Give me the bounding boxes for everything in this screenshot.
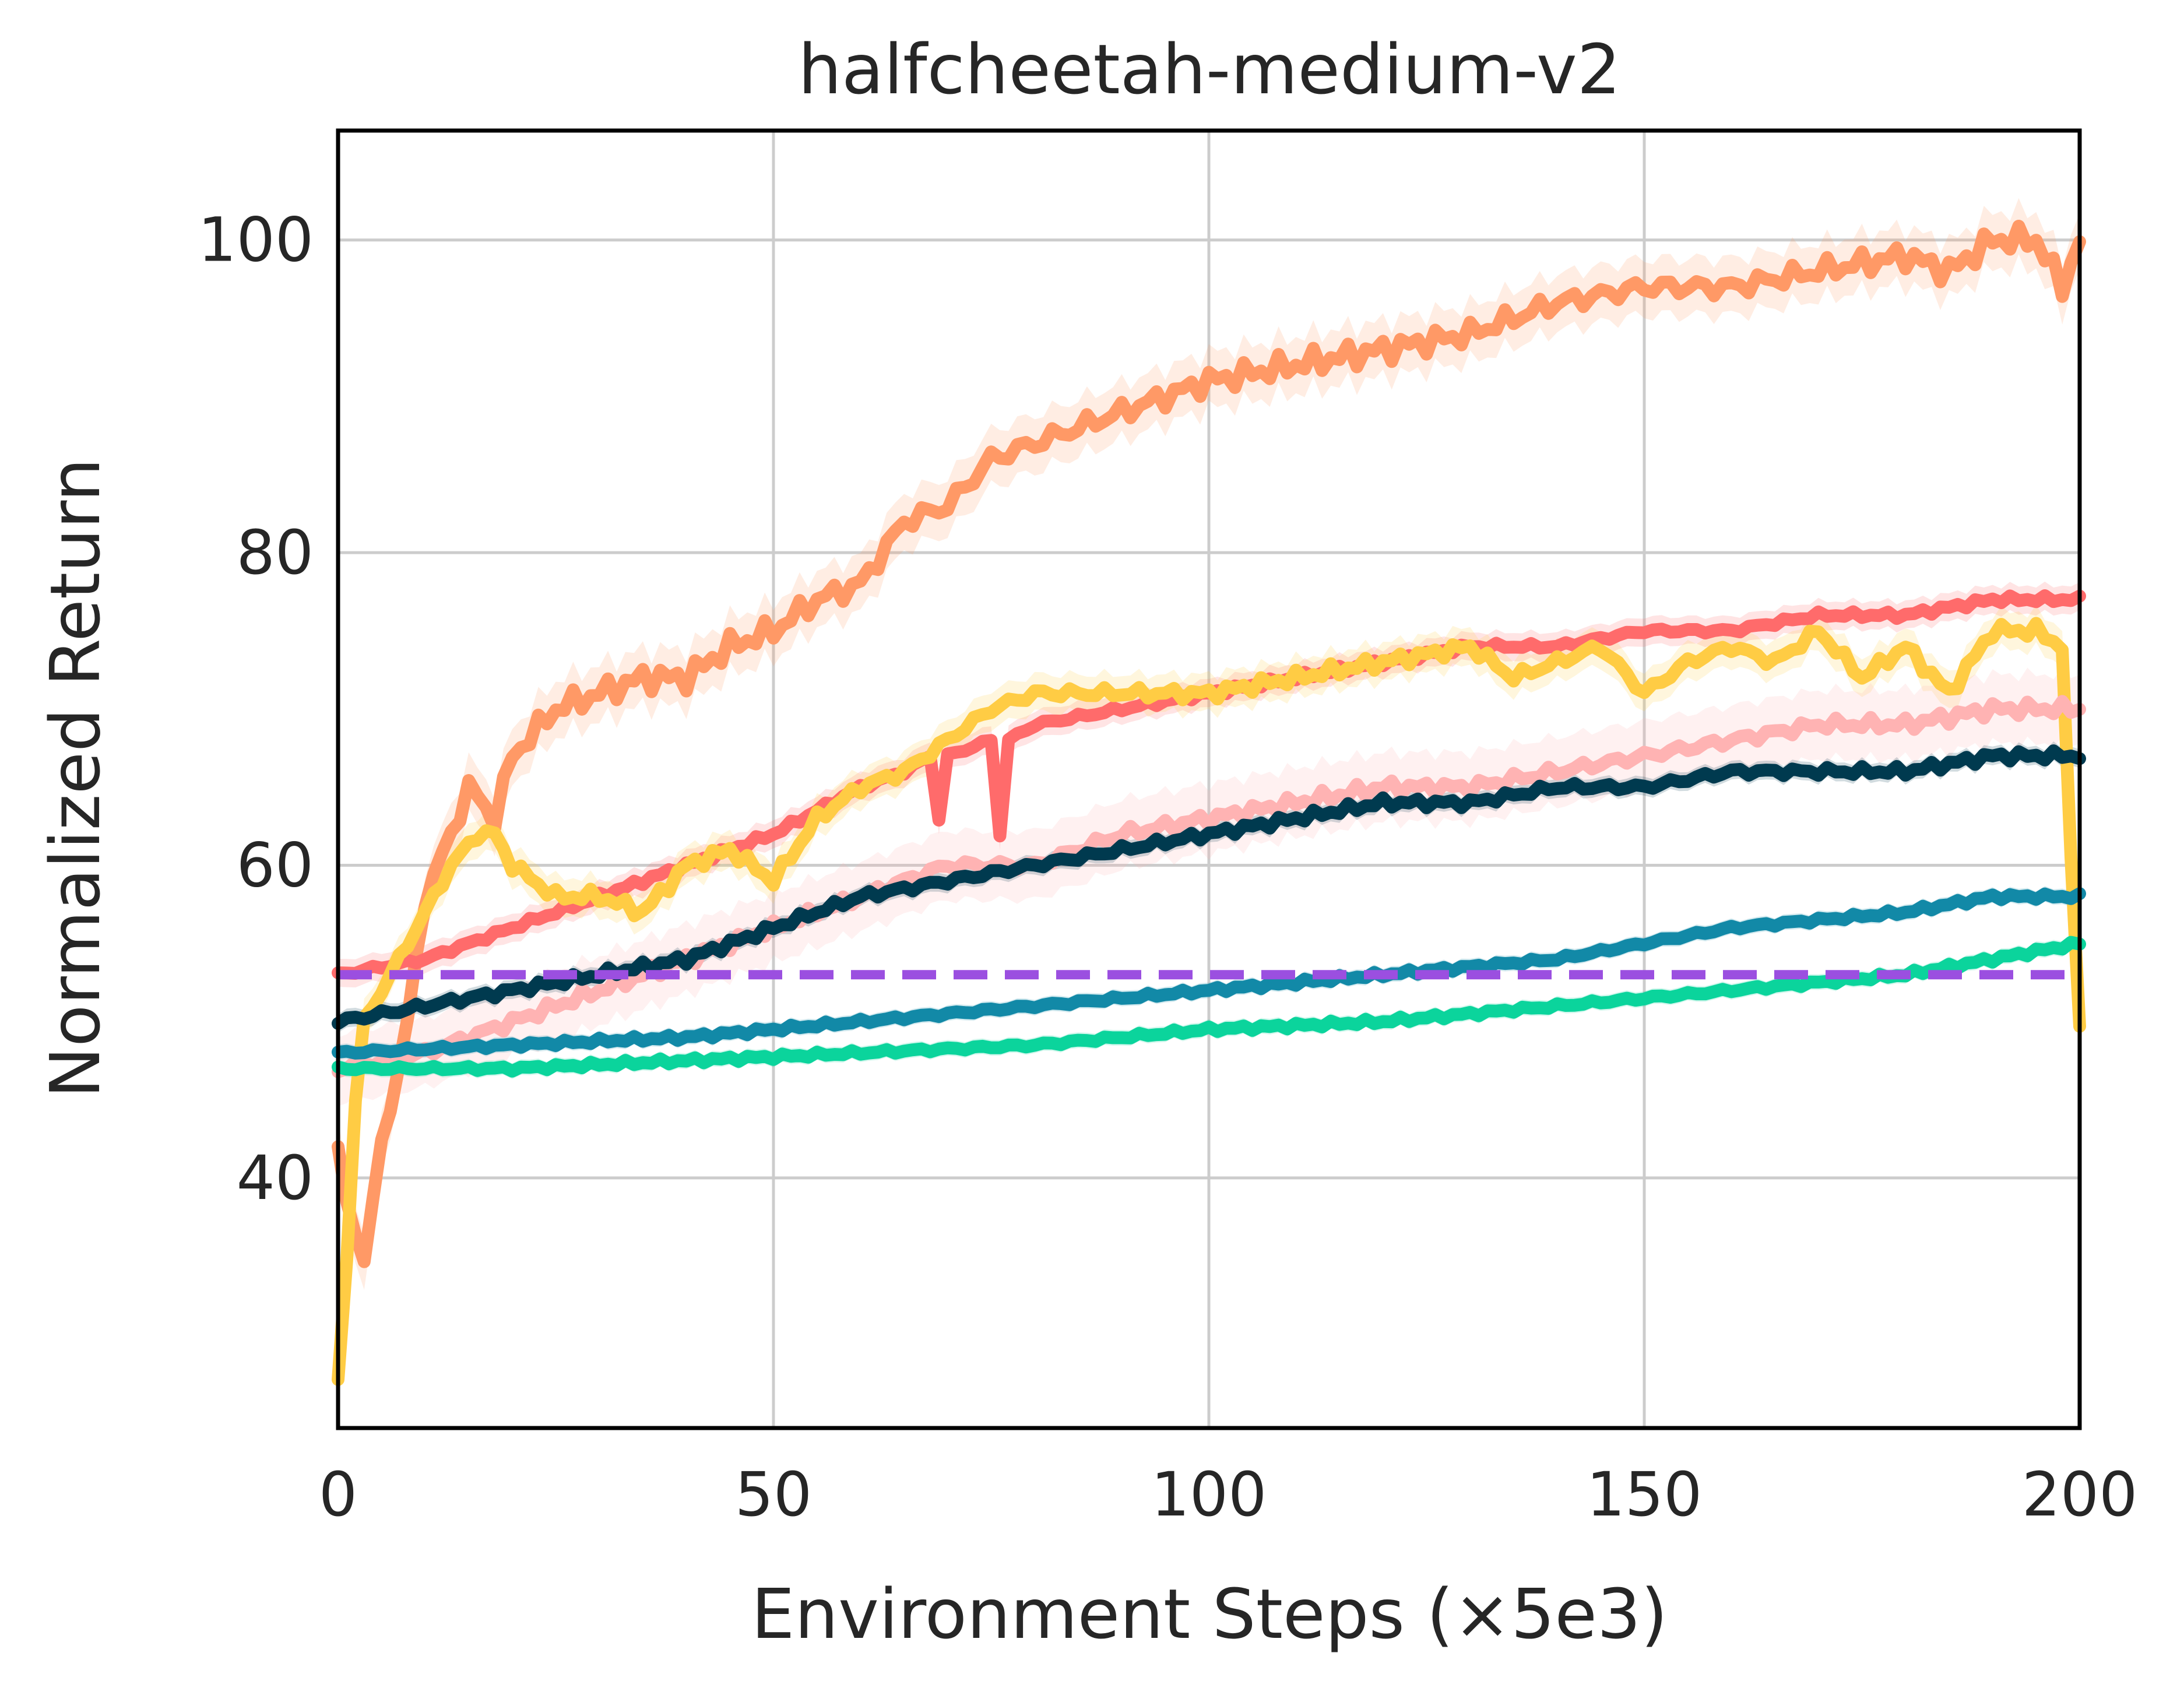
x-tick-label: 150	[1587, 1459, 1703, 1530]
series-line-pink	[332, 695, 2086, 1078]
y-tick-label: 40	[237, 1142, 314, 1214]
series-line-green	[332, 936, 2086, 1078]
x-tick-label: 0	[319, 1459, 357, 1530]
y-tick-label: 100	[198, 205, 314, 276]
series-lines	[332, 220, 2086, 1386]
band-pink	[338, 667, 2080, 1106]
series-line-orange	[332, 220, 2086, 1268]
y-axis-label: Normalized Return	[35, 458, 115, 1098]
x-tick-label: 200	[2022, 1459, 2138, 1530]
y-tick-label: 80	[237, 517, 314, 588]
x-tick-label: 50	[735, 1459, 812, 1530]
series-line-teal-blue	[332, 887, 2086, 1060]
x-axis-ticks: 0 50 100 150 200	[319, 1459, 2137, 1530]
series-line-dark-navy	[332, 744, 2086, 1030]
y-axis-ticks: 40 60 80 100	[198, 205, 314, 1214]
plot-frame	[336, 128, 2082, 1430]
x-tick-label: 100	[1151, 1459, 1267, 1530]
band-red	[338, 581, 2080, 988]
grid	[338, 131, 2080, 1428]
y-tick-label: 60	[237, 830, 314, 901]
chart-title: halfcheetah-medium-v2	[798, 29, 1621, 110]
x-axis-label: Environment Steps (×5e3)	[751, 1574, 1668, 1654]
series-line-yellow	[332, 617, 2086, 1386]
